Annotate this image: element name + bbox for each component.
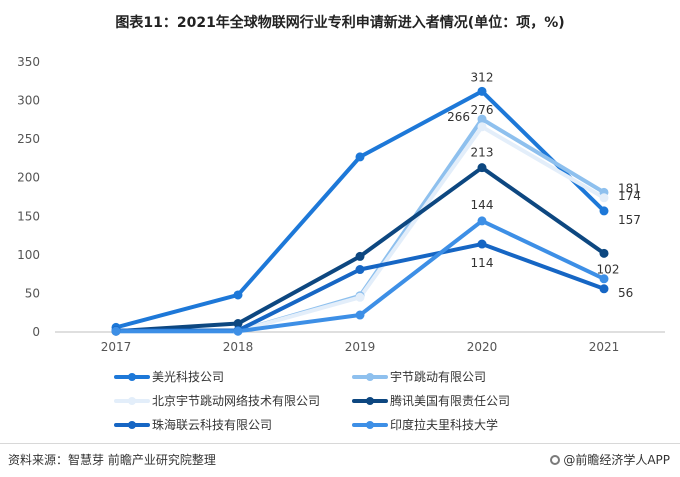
legend-label: 印度拉夫里科技大学: [390, 417, 498, 432]
data-label: 56: [618, 286, 633, 300]
data-point: [355, 265, 365, 275]
y-tick-label: 300: [17, 94, 40, 108]
data-point: [477, 122, 487, 132]
data-point: [355, 152, 365, 162]
x-tick-label: 2020: [467, 340, 498, 354]
data-point: [599, 274, 609, 284]
chart-title: 图表11：2021年全球物联网行业专利申请新进入者情况(单位：项，%): [115, 15, 565, 31]
data-label: 266: [447, 110, 470, 124]
x-tick-label: 2021: [589, 340, 620, 354]
data-point: [355, 310, 365, 320]
y-tick-label: 250: [17, 132, 40, 146]
data-label: 157: [618, 213, 641, 227]
data-label: 174: [618, 189, 641, 203]
data-point: [599, 284, 609, 294]
legend-marker: [128, 397, 136, 405]
legend-marker: [128, 373, 136, 381]
legend-marker: [128, 421, 136, 429]
legend-label: 美光科技公司: [152, 370, 224, 384]
y-tick-label: 100: [17, 248, 40, 262]
brand-text: @前瞻经济学人APP: [563, 453, 670, 467]
legend-marker: [366, 421, 374, 429]
data-label: 312: [471, 70, 494, 84]
data-point: [233, 326, 243, 336]
data-label: 181: [618, 181, 641, 195]
data-point: [477, 216, 487, 226]
brand-mark: @前瞻经济学人APP: [550, 451, 670, 468]
data-point: [111, 326, 121, 336]
data-label: 114: [471, 256, 494, 270]
data-point: [355, 292, 365, 302]
data-point: [599, 193, 609, 203]
source-note: 资料来源：智慧芽 前瞻产业研究院整理: [8, 453, 216, 467]
brand-logo-icon: [550, 455, 561, 465]
x-tick-label: 2019: [345, 340, 376, 354]
legend-marker: [366, 373, 374, 381]
data-label: 213: [471, 146, 494, 160]
x-tick-label: 2017: [101, 340, 132, 354]
line-chart: 0 50 100 150 200 250 300 350 2017 2018 2019 2020 202…: [17, 55, 665, 432]
data-point: [233, 290, 243, 300]
data-point: [355, 251, 365, 261]
y-tick-label: 0: [32, 325, 40, 339]
legend-label: 珠海联云科技有限公司: [152, 417, 272, 432]
y-tick-label: 50: [25, 286, 40, 300]
footer: 资料来源：智慧芽 前瞻产业研究院整理 @前瞻经济学人APP: [0, 443, 680, 477]
legend-marker: [366, 397, 374, 405]
data-label: 144: [471, 198, 494, 212]
legend-label: 北京宇节跳动网络技术有限公司: [152, 393, 320, 408]
data-point: [477, 163, 487, 173]
data-point: [477, 239, 487, 249]
data-label: 102: [597, 262, 620, 276]
legend-label: 宇节跳动有限公司: [390, 370, 486, 384]
data-point: [599, 206, 609, 216]
y-tick-label: 150: [17, 209, 40, 223]
y-tick-label: 200: [17, 171, 40, 185]
x-tick-label: 2018: [223, 340, 254, 354]
data-point: [477, 86, 487, 96]
y-tick-label: 350: [17, 55, 40, 69]
legend-label: 腾讯美国有限责任公司: [390, 393, 510, 408]
data-label: 276: [471, 103, 494, 117]
data-point: [599, 248, 609, 258]
